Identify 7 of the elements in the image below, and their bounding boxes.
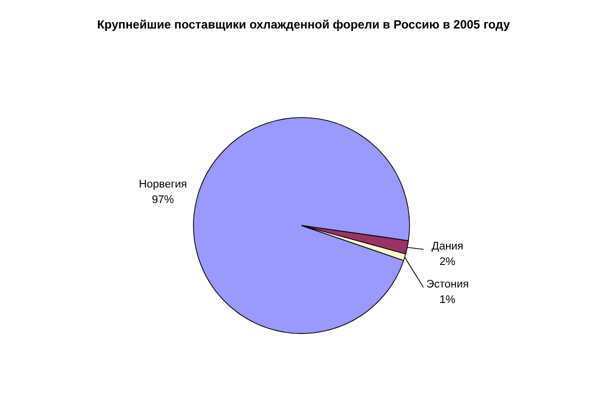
data-label: 97%	[152, 194, 174, 206]
slice-label: Эстония	[426, 278, 469, 291]
data-label: 1%	[440, 294, 456, 306]
slice-label: Норвегия	[138, 178, 187, 190]
slice-label: Дания	[432, 240, 464, 253]
data-label: 2%	[440, 256, 456, 268]
chart-title: Крупнейшие поставщики охлажденной форели в Россию в 2005 году	[97, 18, 510, 32]
